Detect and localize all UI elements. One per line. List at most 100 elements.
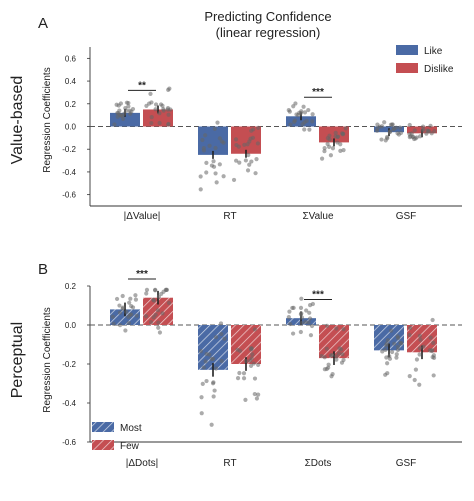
subject-dot [160, 311, 165, 316]
subject-dot [322, 355, 327, 360]
subject-dot [427, 348, 432, 353]
subject-dot [256, 392, 261, 397]
subject-dot [417, 333, 422, 339]
subject-dot [201, 365, 206, 370]
subject-dot [326, 144, 332, 150]
y-tick-label: -0.2 [62, 360, 76, 369]
subject-dot [425, 128, 430, 133]
y-tick-label: 0.6 [65, 54, 77, 63]
subject-dot [431, 353, 436, 358]
subject-dot [302, 127, 307, 132]
subject-dot [334, 354, 339, 359]
subject-dot [395, 131, 400, 136]
subject-dot [207, 143, 212, 148]
subject-dot [211, 394, 216, 399]
subject-dot [398, 130, 404, 135]
subject-dot [324, 323, 330, 328]
subject-dot [204, 170, 209, 175]
subject-dot [394, 355, 399, 360]
subject-dot [123, 328, 128, 333]
subject-dot [385, 361, 390, 366]
subject-dot [374, 128, 380, 133]
subject-dot [217, 136, 222, 141]
legend-swatch-like [396, 45, 418, 55]
subject-dot [299, 315, 305, 320]
subject-dot [394, 352, 399, 357]
subject-dot [255, 141, 260, 146]
subject-dot [249, 356, 254, 361]
x-tick-label: RT [223, 458, 236, 469]
subject-dot [166, 300, 172, 305]
subject-dot [322, 149, 327, 154]
subject-dot [209, 163, 215, 168]
significance-label: ** [138, 80, 146, 91]
subject-dot [241, 376, 247, 381]
subject-dot [143, 314, 149, 319]
subject-dot [233, 137, 239, 142]
subject-dot [383, 138, 388, 143]
subject-dot [204, 378, 209, 384]
subject-dot [334, 357, 339, 362]
subject-dot [298, 305, 304, 311]
subject-dot [387, 356, 393, 361]
subject-dot [382, 120, 387, 125]
subject-dot [325, 136, 330, 141]
subject-dot [389, 349, 395, 355]
subject-dot [407, 132, 412, 137]
subject-dot [398, 125, 403, 130]
x-tick-label: GSF [396, 458, 417, 469]
subject-dot [126, 100, 131, 106]
subject-dot [302, 120, 307, 125]
subject-dot [309, 323, 315, 329]
subject-dot [417, 382, 422, 387]
subject-dot [299, 321, 304, 326]
y-tick-label: 0.0 [65, 321, 77, 330]
subject-dot [234, 158, 239, 163]
subject-dot [252, 391, 257, 397]
subject-dot [133, 293, 138, 298]
legend-label-like: Like [424, 46, 443, 57]
significance-label: *** [136, 269, 148, 280]
subject-dot [379, 124, 385, 129]
subject-dot [219, 139, 224, 144]
subject-dot [144, 103, 149, 108]
subject-dot [379, 137, 384, 142]
subject-dot [290, 331, 296, 336]
subject-dot [219, 331, 224, 337]
subject-dot [307, 127, 312, 132]
y-tick-label: -0.4 [62, 168, 76, 177]
subject-dot [242, 142, 247, 147]
subject-dot [297, 110, 302, 115]
y-tick-label: 0.4 [65, 77, 77, 86]
subject-dot [418, 337, 423, 342]
subject-dot [421, 344, 426, 349]
subject-dot [198, 174, 203, 179]
legend-swatch-dislike [396, 63, 418, 73]
subject-dot [168, 107, 173, 112]
subject-dot [417, 352, 422, 357]
subject-dot [157, 111, 162, 116]
subject-dot [161, 108, 166, 113]
subject-dot [417, 346, 423, 351]
subject-dot [134, 313, 139, 318]
subject-dot [412, 128, 417, 133]
subject-dot [288, 321, 293, 327]
subject-dot [117, 323, 123, 328]
subject-dot [431, 340, 436, 345]
subject-dot [333, 130, 338, 135]
x-tick-label: |ΔDots| [126, 458, 158, 469]
subject-dot [203, 133, 208, 138]
subject-dot [110, 314, 115, 319]
subject-dot [391, 126, 396, 131]
subject-dot [407, 332, 412, 338]
subject-dot [252, 376, 258, 381]
side-label: Perceptual [9, 322, 26, 399]
x-tick-label: ΣValue [302, 211, 333, 222]
subject-dot [396, 336, 401, 341]
subject-dot [166, 121, 171, 127]
panel-a: A Value-based Regression Coefficients 0.6 0.… [9, 15, 462, 222]
legend-swatch-most [92, 422, 114, 432]
subject-dot [217, 162, 222, 167]
subject-dot [167, 86, 172, 91]
